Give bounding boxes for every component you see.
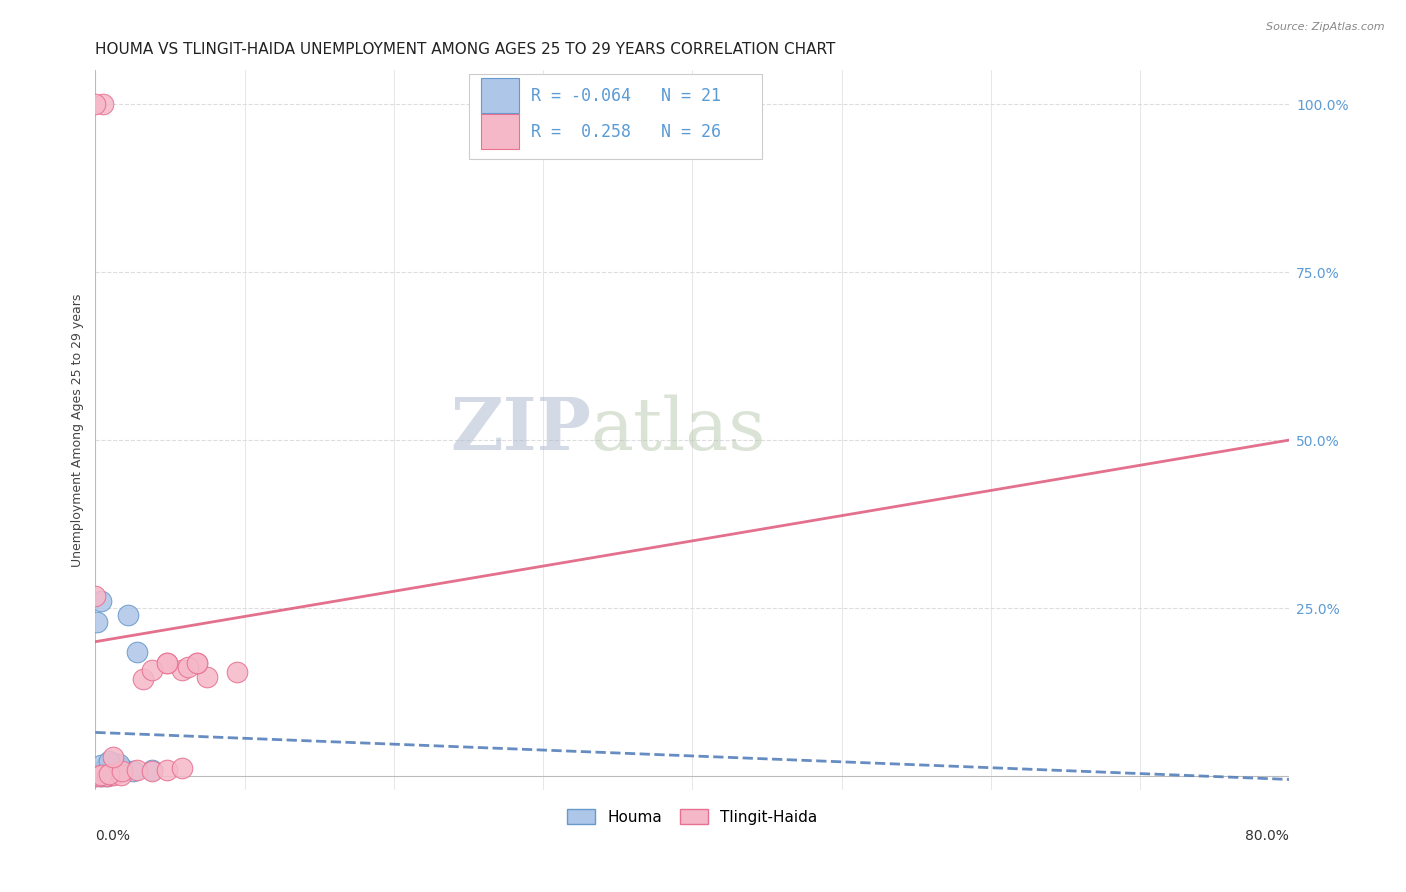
Point <box>96 769 118 783</box>
Point <box>90 768 112 782</box>
Point <box>97 754 120 768</box>
FancyBboxPatch shape <box>481 78 519 113</box>
Point <box>141 763 163 777</box>
Point <box>90 594 112 608</box>
Point <box>84 97 107 112</box>
Point <box>89 769 111 783</box>
Point <box>110 768 132 782</box>
Point <box>117 607 139 622</box>
Point <box>156 763 179 777</box>
Point <box>170 663 193 677</box>
Point <box>127 645 149 659</box>
Point <box>141 764 163 778</box>
Point <box>195 670 218 684</box>
Text: ZIP: ZIP <box>450 394 591 466</box>
Point <box>90 764 112 778</box>
Point <box>96 757 118 772</box>
Point <box>98 768 121 782</box>
Point <box>108 757 131 772</box>
Point <box>121 764 143 778</box>
Point <box>91 769 114 783</box>
Text: 0.0%: 0.0% <box>96 829 131 843</box>
Point <box>97 763 120 777</box>
Point <box>84 769 107 783</box>
Point <box>103 756 125 771</box>
Text: R =  0.258   N = 26: R = 0.258 N = 26 <box>531 122 721 141</box>
Point <box>156 656 179 670</box>
Point <box>84 769 107 783</box>
Point <box>94 766 117 780</box>
Y-axis label: Unemployment Among Ages 25 to 29 years: Unemployment Among Ages 25 to 29 years <box>72 293 84 566</box>
Point <box>186 656 208 670</box>
Point <box>141 663 163 677</box>
Point <box>103 750 125 764</box>
Point <box>111 761 134 775</box>
Point <box>89 769 111 783</box>
Point <box>84 589 107 603</box>
Point <box>226 665 249 679</box>
Point <box>91 97 114 112</box>
Point <box>132 672 155 686</box>
Text: HOUMA VS TLINGIT-HAIDA UNEMPLOYMENT AMONG AGES 25 TO 29 YEARS CORRELATION CHART: HOUMA VS TLINGIT-HAIDA UNEMPLOYMENT AMON… <box>96 42 835 57</box>
FancyBboxPatch shape <box>481 114 519 149</box>
Point <box>127 763 149 777</box>
Point <box>90 758 112 772</box>
Point <box>111 764 134 778</box>
Point <box>156 656 179 670</box>
Text: 80.0%: 80.0% <box>1246 829 1289 843</box>
Point <box>177 660 200 674</box>
Point <box>89 766 111 780</box>
Legend: Houma, Tlingit-Haida: Houma, Tlingit-Haida <box>560 801 825 832</box>
Text: atlas: atlas <box>591 395 766 466</box>
Point <box>186 656 208 670</box>
Text: R = -0.064   N = 21: R = -0.064 N = 21 <box>531 87 721 104</box>
Text: Source: ZipAtlas.com: Source: ZipAtlas.com <box>1267 22 1385 32</box>
Point <box>86 615 108 629</box>
Point <box>170 761 193 775</box>
FancyBboxPatch shape <box>470 74 762 159</box>
Point <box>96 769 118 783</box>
Point <box>97 767 120 781</box>
Point <box>103 768 125 782</box>
